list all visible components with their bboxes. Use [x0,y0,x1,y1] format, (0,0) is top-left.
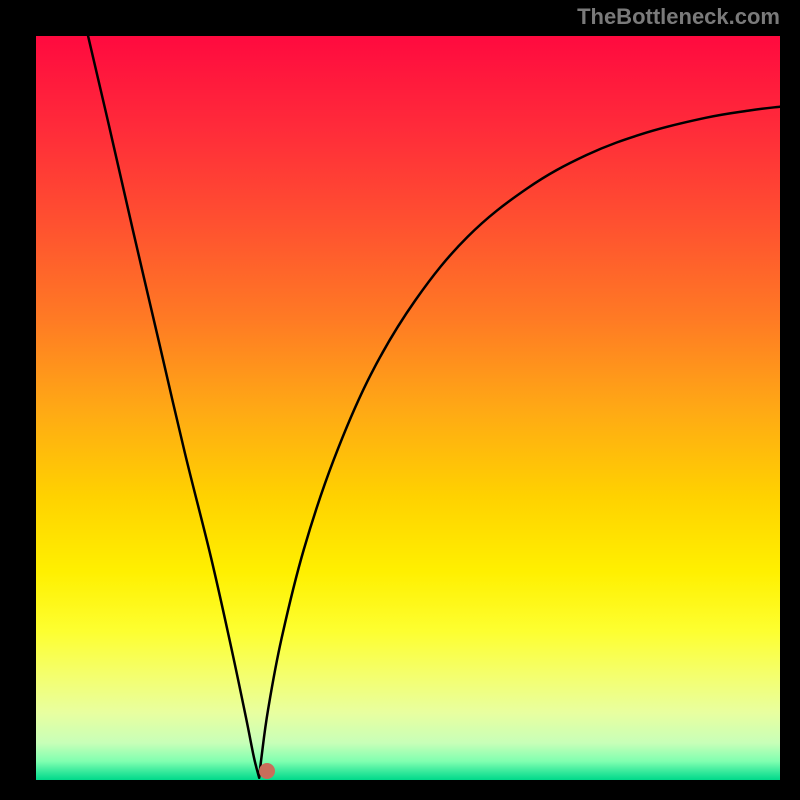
watermark: TheBottleneck.com [577,4,780,30]
plot-area [36,36,780,780]
chart-container: TheBottleneck.com [0,0,800,800]
bottleneck-curve [36,36,780,780]
minimum-marker [259,763,275,779]
